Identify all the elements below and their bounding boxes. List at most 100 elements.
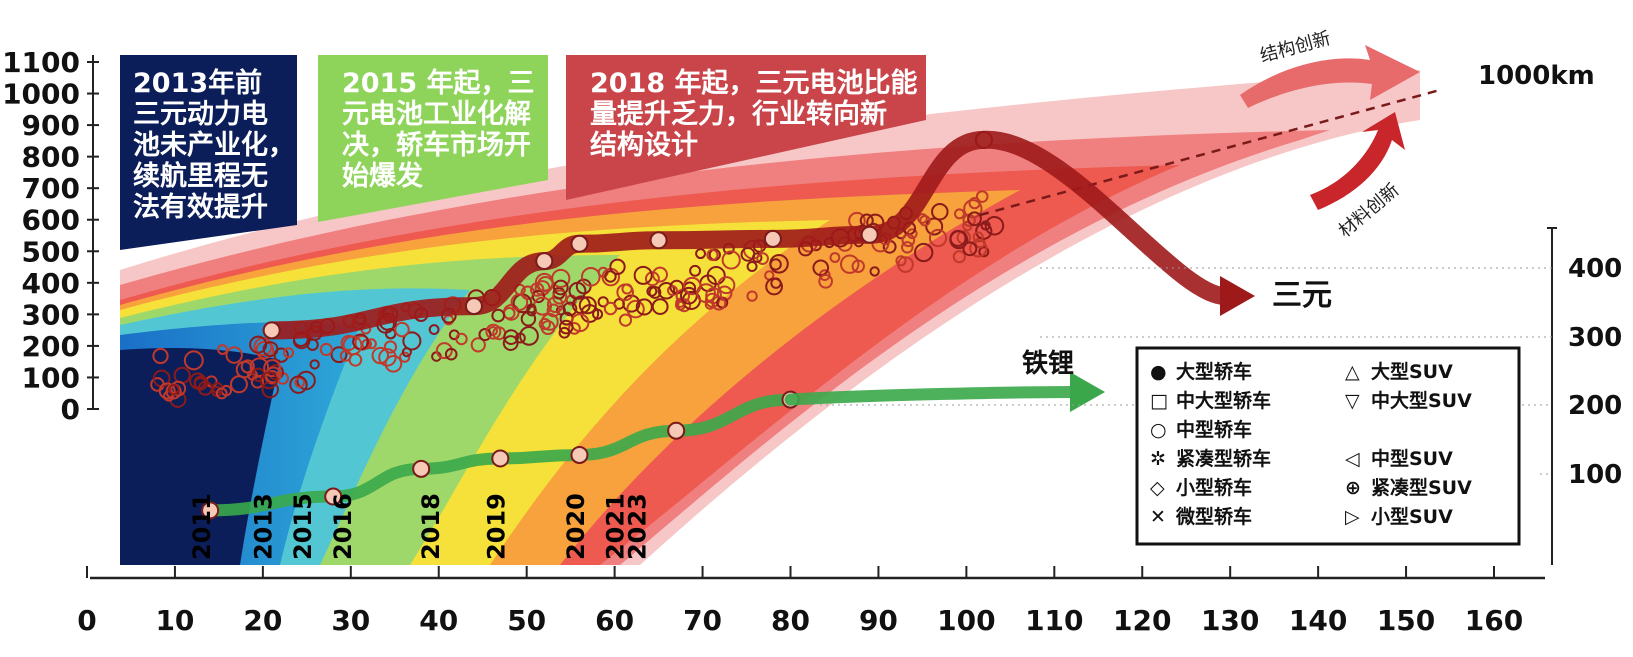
legend-symbol: ●: [1150, 361, 1167, 383]
scatter-point: [746, 290, 758, 302]
scatter-point: [756, 252, 769, 265]
scatter-point: [769, 254, 789, 274]
scatter-point: [657, 281, 676, 300]
right-tick-200: 200: [1568, 391, 1622, 421]
scatter-point: [646, 285, 658, 297]
scatter-point: [503, 329, 520, 345]
scatter-point: [677, 298, 692, 313]
scatter-point: [435, 342, 453, 360]
scatter-point: [603, 301, 618, 316]
scatter-point: [371, 346, 389, 365]
scatter-point: [706, 248, 719, 262]
x-tick-label: 20: [243, 604, 282, 637]
legend-symbol: ✕: [1150, 506, 1166, 528]
scatter-point: [558, 319, 574, 335]
scatter-point: [696, 283, 716, 304]
scatter-point: [251, 367, 266, 383]
scatter-point: [975, 222, 993, 240]
series-point: [570, 445, 589, 464]
text-box-2015: [318, 55, 548, 222]
legend-label: 中大型SUV: [1371, 389, 1472, 412]
scatter-point: [618, 313, 633, 327]
x-tick-label: 0: [77, 604, 96, 637]
series-point: [412, 459, 431, 478]
scatter-point: [604, 270, 617, 283]
scatter-point: [695, 248, 706, 260]
scatter-point: [967, 211, 982, 227]
series-point: [201, 501, 220, 520]
target-1000km-label: 1000km: [1478, 61, 1595, 91]
scatter-point: [485, 323, 502, 340]
scatter-point: [526, 303, 537, 314]
series-group: [201, 130, 1255, 520]
legend-label: 大型SUV: [1371, 360, 1453, 383]
series-label-lfp: 铁锂: [1022, 348, 1074, 379]
box-text-line: 始爆发: [342, 160, 423, 192]
scatter-point: [342, 335, 363, 356]
text-box-2018: [566, 55, 926, 200]
scatter-point: [491, 308, 506, 323]
right-tick-400: 400: [1568, 254, 1622, 284]
scatter-point: [264, 366, 282, 384]
scatter-point: [580, 266, 601, 287]
scatter-point: [818, 273, 833, 289]
legend-symbol: ◁: [1345, 448, 1360, 470]
legend-symbol: △: [1345, 361, 1360, 383]
y-tick-label: 600: [22, 204, 80, 237]
scatter-point: [170, 380, 187, 397]
scatter-point: [283, 347, 295, 359]
right-tick-100: 100: [1568, 460, 1622, 490]
y-tick-label: 0: [61, 393, 80, 426]
legend-symbol: ▽: [1345, 390, 1360, 412]
scatter-point: [963, 199, 983, 219]
scatter-point: [633, 265, 653, 285]
x-tick-label: 60: [595, 604, 634, 637]
series-arrow-head: [1070, 372, 1105, 412]
scatter-point: [394, 321, 410, 338]
box-text-line: 2018 年起，三元电池比能: [590, 67, 918, 99]
scatter-point: [551, 268, 571, 288]
scatter-point: [980, 220, 991, 231]
scatter-point: [401, 347, 412, 358]
scatter-point: [917, 213, 928, 224]
x-axis: 0 10 20 30 40 50 60 70 80 90 100 110 120 130 140 150 160: [77, 566, 1545, 637]
legend-label: 紧凑型轿车: [1176, 447, 1271, 470]
y-tick-label: 1100: [2, 46, 80, 79]
scatter-point: [721, 250, 741, 270]
scatter-point: [952, 250, 966, 264]
scatter-point: [839, 254, 860, 274]
scatter-point: [217, 344, 228, 355]
series-point: [491, 449, 510, 468]
legend-label: 中大型轿车: [1176, 389, 1271, 412]
scatter-point: [428, 324, 440, 335]
scatter-point: [626, 299, 645, 319]
scatter-point: [478, 327, 492, 342]
scatter-point: [502, 335, 519, 351]
scatter-point: [972, 231, 984, 243]
scatter-point: [319, 342, 333, 357]
scatter-point: [969, 239, 988, 258]
scatter-point: [928, 228, 948, 248]
scatter-point: [531, 289, 546, 304]
scatter-point: [263, 359, 282, 378]
right-tick-300: 300: [1568, 323, 1622, 353]
legend-items: ● 大型轿车 △ 大型SUV □ 中大型轿车 ▽ 中大型SUV ○ 中型轿车 ✲ 紧凑型轿车 ◁ 中型SU…: [1150, 360, 1472, 528]
legend: ● 大型轿车 △ 大型SUV □ 中大型轿车 ▽ 中大型SUV ○ 中型轿车 ✲ 紧凑型轿车 ◁ 中型SU…: [1135, 346, 1521, 546]
scatter-point: [229, 375, 248, 394]
series-point: [649, 231, 668, 250]
scatter-point: [193, 377, 208, 391]
scatter-point: [667, 285, 678, 296]
x-tick-label: 70: [683, 604, 722, 637]
box-text-line: 2013年前: [133, 67, 262, 99]
scatter-point: [954, 208, 965, 220]
x-tick-label: 40: [419, 604, 458, 637]
scatter-point: [578, 296, 597, 315]
series-point: [324, 487, 343, 506]
scatter-point: [711, 295, 727, 311]
series-point: [262, 321, 281, 340]
scatter-point: [978, 246, 990, 258]
series-arrow-tail: [784, 386, 1081, 406]
